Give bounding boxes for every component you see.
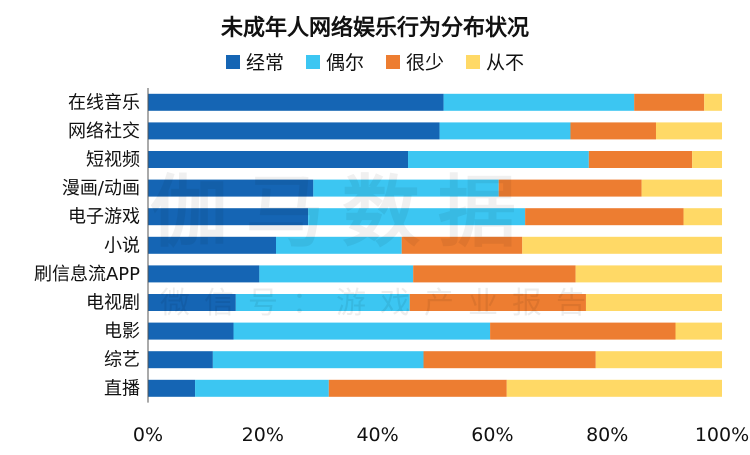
- bar-segment-sometimes: [308, 208, 526, 226]
- x-tick-label: 20%: [242, 424, 284, 446]
- bar-segment-never: [641, 179, 722, 197]
- bar-segment-rarely: [498, 179, 642, 197]
- bar-segment-often: [148, 93, 444, 111]
- category-label: 电视剧: [86, 293, 140, 314]
- legend-item-sometimes: 偶尔: [305, 48, 364, 75]
- x-tick-label: 0%: [133, 424, 163, 446]
- bar-segment-never: [692, 151, 722, 168]
- bar-segment-rarely: [490, 322, 676, 340]
- bar-segment-sometimes: [212, 351, 424, 369]
- category-label: 在线音乐: [68, 92, 140, 113]
- category-label: 直播: [104, 378, 140, 399]
- bar-segment-rarely: [570, 122, 656, 140]
- x-tick-label: 100%: [695, 424, 749, 446]
- legend-item-rarely: 很少: [386, 48, 444, 75]
- legend-label-often: 经常: [245, 52, 284, 74]
- bar-segment-never: [683, 208, 722, 226]
- category-label: 小说: [104, 235, 140, 256]
- bar-segment-sometimes: [233, 322, 491, 340]
- legend-swatch-sometimes: [305, 54, 320, 69]
- legend-label-never: 从不: [486, 52, 525, 74]
- category-label: 漫画/动画: [62, 178, 140, 199]
- bar-segment-never: [595, 351, 722, 369]
- bar-segment-never: [585, 294, 722, 311]
- bar-segment-sometimes: [443, 93, 635, 111]
- bar-segment-sometimes: [313, 179, 499, 197]
- bar-segment-rarely: [328, 379, 507, 397]
- bar-segment-never: [575, 265, 722, 283]
- bar-segment-rarely: [525, 208, 684, 226]
- bar-segment-rarely: [634, 93, 705, 111]
- chart-title: 未成年人网络娱乐行为分布状况: [220, 16, 529, 41]
- bar-segment-sometimes: [259, 265, 414, 283]
- legend-label-rarely: 很少: [406, 52, 445, 74]
- bar-segment-rarely: [409, 294, 586, 311]
- bar-segment-rarely: [413, 265, 576, 283]
- legend-swatch-never: [466, 54, 481, 69]
- x-tick-label: 40%: [356, 424, 398, 446]
- bar-segment-sometimes: [195, 379, 329, 397]
- legend-item-often: 经常: [225, 48, 284, 75]
- category-label: 刷信息流APP: [34, 264, 140, 285]
- bar-segment-never: [655, 122, 722, 140]
- bar-segment-often: [148, 208, 309, 226]
- category-label: 电子游戏: [68, 207, 140, 228]
- category-label: 短视频: [86, 150, 140, 171]
- bar-segment-sometimes: [408, 151, 589, 168]
- x-tick-label: 80%: [586, 424, 628, 446]
- bar-segment-never: [704, 93, 722, 111]
- bar-segment-often: [148, 122, 440, 140]
- bar-segment-sometimes: [439, 122, 571, 140]
- legend-swatch-rarely: [386, 54, 400, 69]
- bar-segment-never: [522, 236, 722, 254]
- bar-segment-often: [148, 351, 213, 369]
- bar-segment-often: [148, 236, 277, 254]
- bar-segment-often: [148, 379, 196, 397]
- legend-item-never: 从不: [466, 48, 524, 75]
- bar-segment-rarely: [423, 351, 596, 369]
- legend-swatch-often: [225, 54, 240, 69]
- legend-label-sometimes: 偶尔: [325, 52, 364, 74]
- x-tick-label: 60%: [471, 424, 513, 446]
- bar-segment-often: [148, 265, 260, 283]
- bar-segment-sometimes: [276, 236, 402, 254]
- bar-segment-rarely: [401, 236, 523, 254]
- category-label: 综艺: [104, 350, 140, 371]
- bar-segment-often: [148, 294, 236, 311]
- legend: 经常 偶尔 很少 从不: [0, 48, 750, 75]
- bar-segment-rarely: [588, 151, 693, 168]
- bar-segment-often: [148, 322, 234, 340]
- bar-segment-often: [148, 151, 409, 168]
- bar-segment-never: [675, 322, 722, 340]
- bar-segment-often: [148, 179, 314, 197]
- bar-segment-sometimes: [235, 294, 410, 311]
- bar-segment-never: [506, 379, 722, 397]
- category-label: 网络社交: [68, 121, 140, 142]
- category-label: 电影: [104, 321, 140, 342]
